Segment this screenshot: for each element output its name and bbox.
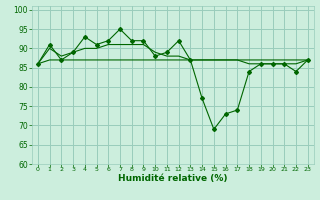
X-axis label: Humidité relative (%): Humidité relative (%): [118, 174, 228, 183]
